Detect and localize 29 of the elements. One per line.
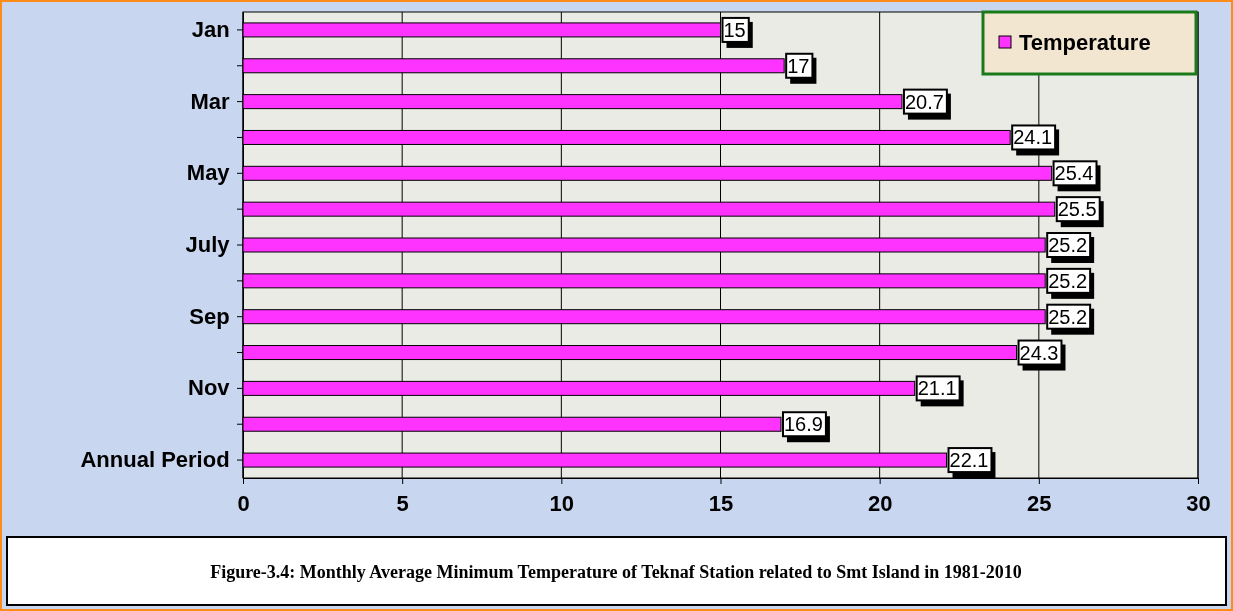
y-tick-label: May xyxy=(186,160,231,186)
data-label: 15 xyxy=(723,18,746,41)
y-tick-label: Mar xyxy=(190,88,231,114)
x-tick-label: 0 xyxy=(237,491,250,517)
y-tick-label: Nov xyxy=(188,375,231,401)
data-label: 25.2 xyxy=(1048,305,1088,328)
x-tick-label: 5 xyxy=(396,491,409,517)
data-label: 20.7 xyxy=(904,90,944,113)
data-label: 25.2 xyxy=(1048,269,1088,292)
legend-label: Temperature xyxy=(1019,30,1151,55)
x-tick-label: 10 xyxy=(549,491,575,517)
data-label: 25.4 xyxy=(1054,162,1094,185)
y-tick-label: Annual Period xyxy=(80,447,230,473)
x-tick-label: 30 xyxy=(1186,491,1211,517)
data-label: 22.1 xyxy=(949,449,989,472)
y-tick-label: July xyxy=(185,232,231,258)
x-tick-label: 20 xyxy=(867,491,893,517)
x-tick-label: 25 xyxy=(1027,491,1052,517)
data-label: 16.9 xyxy=(783,413,823,436)
text: Figure-3.4: Monthly Average Minimum Temperature of Teknaf Station related to Smt Island in 1981-2010 xyxy=(210,562,1022,582)
data-label: 21.1 xyxy=(917,377,957,400)
data-label: 24.3 xyxy=(1019,341,1059,364)
data-label: 17 xyxy=(787,54,810,77)
data-label: 25.5 xyxy=(1057,198,1097,221)
data-label: 24.1 xyxy=(1013,126,1053,149)
data-label: 25.2 xyxy=(1048,234,1088,256)
y-tick-label: Jan xyxy=(191,16,230,42)
x-tick-label: 15 xyxy=(708,491,734,517)
y-tick-label: Sep xyxy=(189,303,230,329)
